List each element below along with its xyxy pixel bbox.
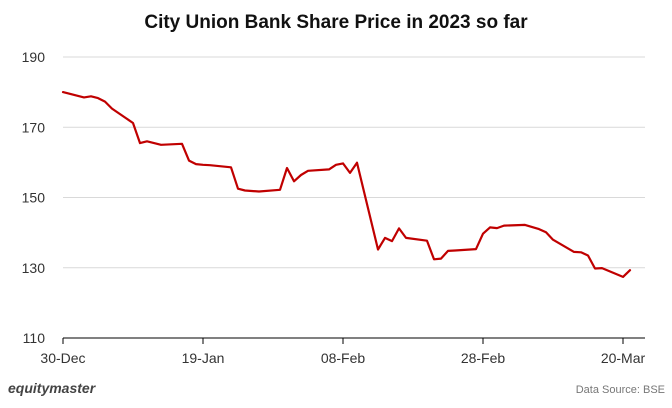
x-tick-label: 30-Dec: [40, 350, 85, 366]
x-tick-label: 28-Feb: [461, 350, 506, 366]
gridlines: [63, 56, 645, 269]
brand-logo-text: equitymaster: [8, 380, 96, 396]
x-tick-labels: 30-Dec 19-Jan 08-Feb 28-Feb 20-Mar: [40, 350, 645, 366]
data-series: [61, 90, 632, 278]
y-tick-label: 190: [22, 49, 46, 65]
data-source-note: Data Source: BSE: [575, 384, 665, 396]
y-tick-label: 110: [23, 330, 46, 346]
price-line: [61, 90, 632, 278]
y-tick-labels: 110 130 150 170 190: [22, 49, 46, 346]
x-tick-label: 19-Jan: [182, 350, 225, 366]
x-axis: [62, 337, 645, 344]
chart-title: City Union Bank Share Price in 2023 so f…: [144, 12, 528, 33]
x-tick-label: 08-Feb: [321, 350, 366, 366]
y-tick-label: 150: [22, 190, 46, 206]
y-tick-label: 130: [22, 260, 46, 276]
x-tick-label: 20-Mar: [601, 350, 646, 366]
y-tick-label: 170: [22, 119, 46, 135]
